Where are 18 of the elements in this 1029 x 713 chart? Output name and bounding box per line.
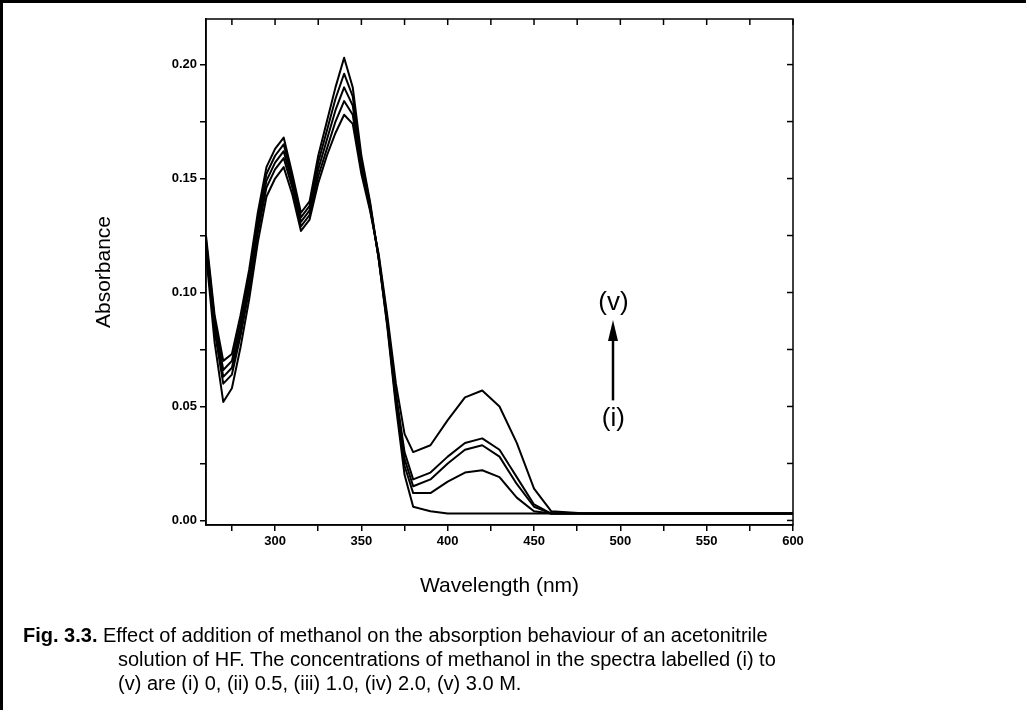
caption: Fig. 3.3.: [23, 624, 98, 646]
x-tick-label: 600: [782, 533, 804, 549]
y-tick-label: 0.05: [171, 398, 197, 414]
y-tick-label: 0.15: [171, 170, 197, 186]
x-tick-label: 300: [264, 533, 286, 549]
x-tick-label: 400: [436, 533, 459, 549]
x-tick-label: 500: [609, 533, 632, 549]
x-tick-label: 350: [350, 533, 373, 549]
y-tick-label: 0.20: [171, 56, 197, 72]
text: Effect of addition of methanol on the absorption behaviour of an acetonitrile solution of HF. The concentrations of methanol in the spectra labelled (i) to (v) are (i) 0, (ii) 0.5, (iii) 1.0, (iv) 2.0, (v) 3.0 M.: [102, 624, 776, 694]
x-tick-label: 550: [695, 533, 718, 549]
y-axis-title: Absorbance: [91, 215, 115, 329]
y-tick-label: 0.00: [171, 512, 197, 528]
annotation: (i): [601, 401, 625, 432]
annotation: (v): [598, 285, 629, 316]
y-tick-label: 0.10: [171, 284, 197, 300]
x-tick-label: 450: [523, 533, 545, 549]
x-axis-title: Wavelength (nm): [419, 573, 580, 597]
